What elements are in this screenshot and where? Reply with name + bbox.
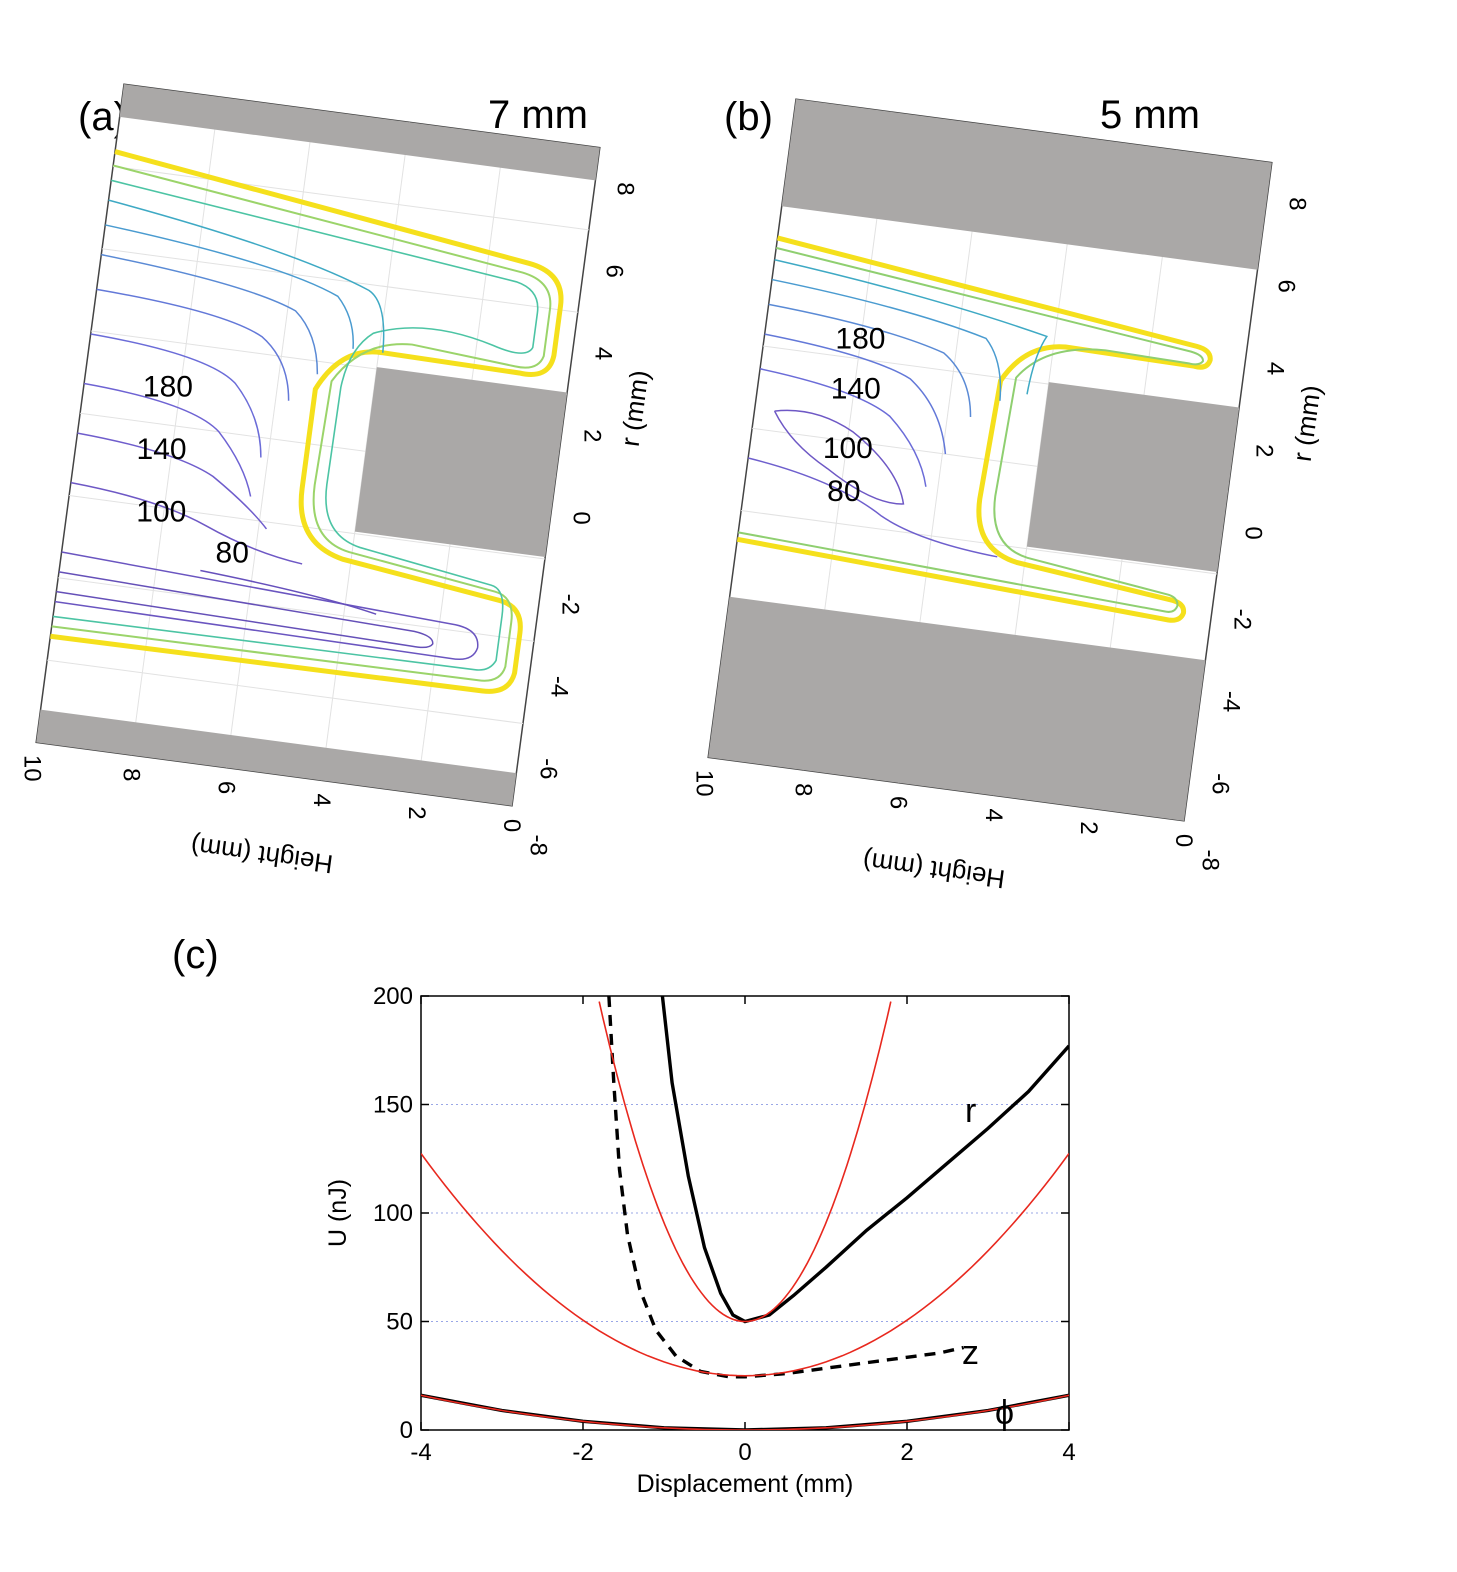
panel-b-top-electrode: [781, 99, 1272, 270]
panel-b-height-tick: 8: [790, 783, 817, 796]
panel-b-contour-label-80: 80: [827, 475, 860, 508]
panel-a-center-electrode: [354, 367, 568, 558]
panel-b-height-tick: 4: [980, 809, 1007, 822]
y-tick-label: 0: [400, 1417, 413, 1444]
panel-a-height-tick: 4: [308, 794, 335, 807]
panel-a-height-axis-label: Height (mm): [189, 831, 335, 880]
panel-b-r-tick: 6: [1272, 280, 1299, 293]
x-tick-label: 0: [738, 1439, 751, 1466]
panel-b-contour-labels: 180 140 100 80: [823, 323, 886, 508]
panel-b-contour-label-140: 140: [831, 372, 881, 405]
panel-a-top-electrode: [119, 84, 600, 181]
panel-a-bottom-electrode: [36, 709, 517, 806]
panel-a-contour-labels: 180 140 100 80: [136, 370, 249, 569]
panel-a-height-tick: 10: [18, 755, 45, 782]
panel-a-title: 7 mm: [488, 93, 588, 137]
x-tick-label: 2: [900, 1439, 913, 1466]
panel-b: (b) 5 mm: [690, 93, 1327, 895]
panel-c-label: (c): [172, 933, 219, 977]
x-tick-label: -2: [572, 1439, 593, 1466]
y-tick-label: 100: [373, 1200, 413, 1227]
panel-b-height-tick: 2: [1075, 821, 1102, 834]
panel-b-contours: [736, 235, 1213, 623]
fit-curve-r: [598, 1001, 892, 1323]
panel-a-contours: [50, 149, 564, 694]
panel-b-r-tick: 0: [1239, 526, 1266, 539]
panel-a-r-tick: -6: [535, 758, 562, 779]
series-label: r: [965, 1092, 976, 1130]
panel-b-contour-label-100: 100: [823, 432, 873, 465]
panel-b-r-tick: -6: [1207, 773, 1234, 794]
y-tick-label: 50: [386, 1309, 413, 1336]
panel-c: (c) -4 -2 0 2 4 0 50 100 150 200 Displacement (mm)…: [172, 933, 1076, 1498]
panel-b-r-tick: 2: [1250, 444, 1277, 457]
panel-b-contour-label-180: 180: [835, 323, 885, 356]
panel-a-contour-label-80: 80: [216, 536, 249, 569]
panel-b-r-tick: -2: [1228, 609, 1255, 630]
panel-a-r-tick: 2: [578, 429, 605, 442]
panel-a-r-tick: -2: [556, 594, 583, 615]
y-tick-label: 200: [373, 983, 413, 1010]
x-tick-label: 4: [1062, 1439, 1075, 1466]
panel-b-bottom-electrode: [708, 596, 1206, 821]
x-axis-label: Displacement (mm): [637, 1470, 854, 1498]
series-line-r: [660, 996, 1069, 1324]
panel-a-height-tick: 6: [213, 781, 240, 794]
panel-b-height-axis-label: Height (mm): [861, 846, 1007, 895]
fit-curve-ϕ: [421, 1394, 1069, 1430]
panel-a-contour-label-100: 100: [136, 496, 186, 529]
panel-b-height-tick: 6: [885, 796, 912, 809]
energy-chart: -4 -2 0 2 4 0 50 100 150 200 Displacement (mm) U (n…: [324, 983, 1076, 1498]
x-tick-label: -4: [410, 1439, 431, 1466]
panel-a-contour-label-140: 140: [137, 433, 187, 466]
panel-a-r-tick: 8: [611, 182, 638, 195]
panel-a-height-tick: 2: [403, 806, 430, 819]
panel-a-contour-label-180: 180: [143, 370, 193, 403]
panel-a-r-tick: -4: [546, 676, 573, 697]
panel-b-height-tick: 10: [690, 770, 717, 797]
panel-a-r-tick: 0: [567, 511, 594, 524]
panel-a-r-tick: 6: [600, 265, 627, 278]
y-tick-label: 150: [373, 1092, 413, 1119]
panel-b-r-tick: -8: [1196, 850, 1223, 871]
panel-a: (a) 7 mm: [18, 83, 655, 880]
panel-b-height-tick: 0: [1170, 834, 1197, 847]
panel-a-r-tick: 4: [589, 347, 616, 360]
panel-b-label: (b): [724, 95, 773, 139]
panel-b-r-ticks: 8 6 4 2 0 -2 -4 -6 -8 r (mm): [1196, 197, 1327, 871]
fit-curve-z: [421, 1153, 1069, 1377]
panel-b-r-tick: -4: [1218, 691, 1245, 712]
series-label: z: [962, 1334, 979, 1372]
panel-a-plot: 180 140 100 80 8 6 4 2 0 -2 -4 -6 -8 r (…: [18, 83, 655, 880]
panel-b-r-axis-label: r (mm): [1287, 383, 1327, 463]
panel-a-height-tick: 8: [118, 768, 145, 781]
panel-b-r-tick: 4: [1261, 362, 1288, 375]
panel-b-plot: 180 140 100 80 8 6 4 2 0 -2 -4 -6 -8 r (…: [690, 98, 1327, 895]
y-axis-label: U (nJ): [324, 1179, 352, 1247]
panel-b-center-electrode: [1026, 382, 1240, 573]
panel-b-title: 5 mm: [1100, 93, 1200, 137]
series-label: ϕ: [995, 1394, 1014, 1432]
panel-a-height-tick: 0: [498, 819, 525, 832]
panel-a-r-axis-label: r (mm): [615, 368, 655, 448]
panel-b-r-tick: 8: [1283, 197, 1310, 210]
series-line-z: [607, 996, 965, 1379]
panel-a-r-tick: -8: [524, 835, 551, 856]
